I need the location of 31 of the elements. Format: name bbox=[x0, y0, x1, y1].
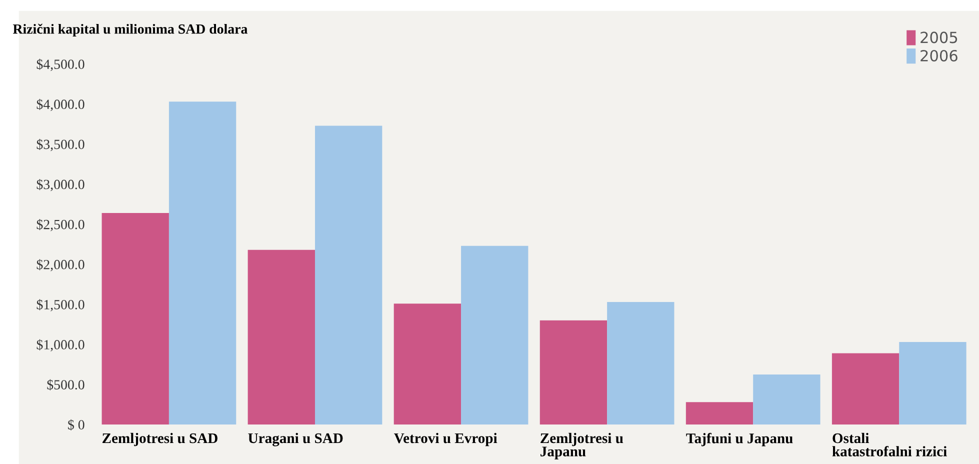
y-tick-label: $1,000.0 bbox=[36, 339, 84, 352]
bar bbox=[394, 304, 462, 425]
y-tick-label: $4,000.0 bbox=[36, 98, 84, 112]
x-tick-label: Zemljotresi u SAD bbox=[102, 432, 218, 446]
bar bbox=[686, 402, 754, 425]
bar bbox=[899, 342, 966, 425]
bar bbox=[832, 353, 900, 425]
bar bbox=[461, 246, 528, 425]
bar bbox=[753, 374, 820, 425]
y-tick-label: $2,500.0 bbox=[36, 219, 84, 232]
bar bbox=[607, 302, 674, 425]
x-tick-label: Ostali katastrofalni rizici bbox=[832, 432, 947, 456]
x-tick-label: Vetrovi u Evropi bbox=[394, 432, 498, 446]
y-tick-label: $ 0 bbox=[68, 419, 84, 430]
y-tick-label: $3,000.0 bbox=[36, 178, 84, 192]
bar bbox=[314, 126, 382, 425]
y-tick-label: $2,000.0 bbox=[36, 259, 84, 272]
x-tick-label: Zemljotresi u Japanu bbox=[540, 432, 624, 460]
legend-label: 2006 bbox=[920, 50, 958, 62]
chart-title: Rizični kapital u milionima SAD dolara bbox=[12, 24, 248, 37]
y-tick-label: $3,500.0 bbox=[36, 138, 84, 152]
y-tick-label: $1,500.0 bbox=[36, 299, 84, 312]
legend-label: 2005 bbox=[920, 32, 958, 44]
bar bbox=[168, 102, 236, 425]
bar bbox=[102, 213, 169, 425]
bar bbox=[248, 250, 315, 425]
x-tick-label: Tajfuni u Japanu bbox=[686, 432, 793, 446]
y-tick-label: $500.0 bbox=[47, 379, 84, 390]
bar bbox=[540, 320, 608, 425]
x-tick-label: Uragani u SAD bbox=[248, 432, 343, 446]
y-tick-label: $4,500.0 bbox=[36, 58, 84, 71]
